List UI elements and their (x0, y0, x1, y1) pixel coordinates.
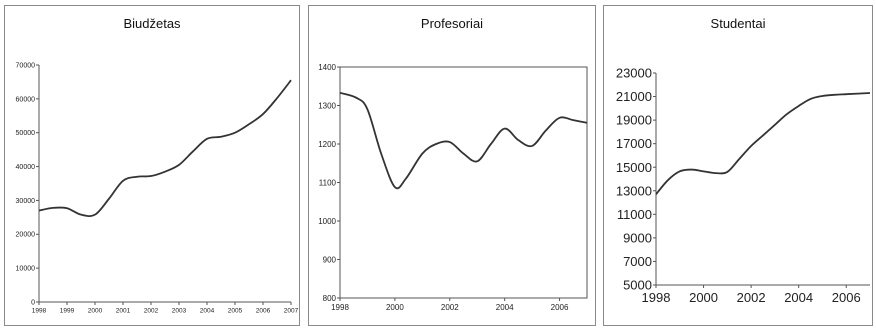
chart-profesoriai: 800 900 1000 1100 1200 1300 1400 1998 2000 2002 20… (318, 63, 588, 312)
y-tick-label: 1000 (318, 217, 336, 226)
x-tick-label: 2004 (496, 303, 514, 312)
y-tick-label: 800 (323, 294, 337, 303)
x-tick-label: 2005 (228, 308, 243, 315)
series-line (38, 79, 292, 217)
chart-title: Biudžetas (123, 16, 181, 31)
y-tick-label: 1100 (319, 178, 337, 187)
x-tick-label: 2002 (441, 303, 459, 312)
x-tick-label: 2000 (689, 290, 718, 305)
y-tick-label: 21000 (616, 89, 652, 104)
x-tick-label: 1999 (60, 308, 75, 315)
y-tick-label: 7000 (623, 254, 652, 269)
x-tick-label: 2006 (551, 303, 569, 312)
chart-panel-biudzetas: Biudžetas 0 10000 20000 30000 40000 50000 6000… (4, 5, 300, 326)
y-tick-label: 1200 (318, 140, 336, 149)
chart-panel-studentai: Studentai 5000 7000 9000 11000 13000 15000 170… (603, 5, 873, 326)
plot-frame (339, 66, 588, 299)
y-tick-label: 9000 (623, 230, 652, 245)
y-tick-label: 17000 (616, 136, 652, 151)
x-tick-label: 2006 (832, 290, 861, 305)
x-tick-label: 2000 (88, 308, 103, 315)
chart-biudzetas: 0 10000 20000 30000 40000 50000 60000 70000 1998… (16, 62, 299, 315)
y-tick-label: 30000 (16, 198, 36, 205)
x-tick-label: 2007 (284, 308, 299, 315)
x-tick-label: 1998 (32, 308, 47, 315)
x-tick-label: 2002 (737, 290, 766, 305)
y-tick-label: 23000 (616, 66, 652, 81)
y-tick-label: 5000 (623, 278, 652, 293)
chart-panel-profesoriai: Profesoriai 800 900 1000 1100 1200 1300 1400 19… (308, 5, 596, 326)
y-tick-label: 11000 (617, 207, 652, 222)
chart-studentai: 5000 7000 9000 11000 13000 15000 17000 19000 210… (616, 66, 871, 305)
y-tick-label: 13000 (616, 183, 652, 198)
y-tick-label: 900 (323, 255, 337, 264)
x-tick-label: 2003 (172, 308, 187, 315)
y-tick-label: 0 (31, 299, 35, 306)
x-tick-label: 2002 (144, 308, 159, 315)
x-tick-label: 1998 (331, 303, 349, 312)
y-tick-label: 10000 (16, 266, 36, 273)
y-tick-label: 50000 (16, 130, 36, 137)
x-tick-label: 2000 (386, 303, 404, 312)
series-line (339, 91, 588, 190)
series-line (655, 92, 871, 195)
x-tick-label: 1998 (642, 290, 671, 305)
chart-title: Studentai (710, 16, 766, 31)
y-tick-label: 70000 (16, 62, 36, 69)
x-tick-label: 2001 (116, 308, 131, 315)
y-tick-label: 20000 (16, 232, 36, 239)
y-tick-label: 40000 (16, 164, 36, 171)
y-tick-label: 60000 (16, 96, 36, 103)
x-tick-label: 2006 (256, 308, 271, 315)
y-tick-label: 19000 (616, 113, 652, 128)
y-tick-label: 1300 (318, 101, 336, 110)
y-tick-label: 15000 (616, 160, 652, 175)
y-tick-label: 1400 (318, 63, 336, 72)
x-tick-label: 2004 (784, 290, 813, 305)
chart-title: Profesoriai (420, 16, 484, 31)
x-tick-label: 2004 (200, 308, 215, 315)
